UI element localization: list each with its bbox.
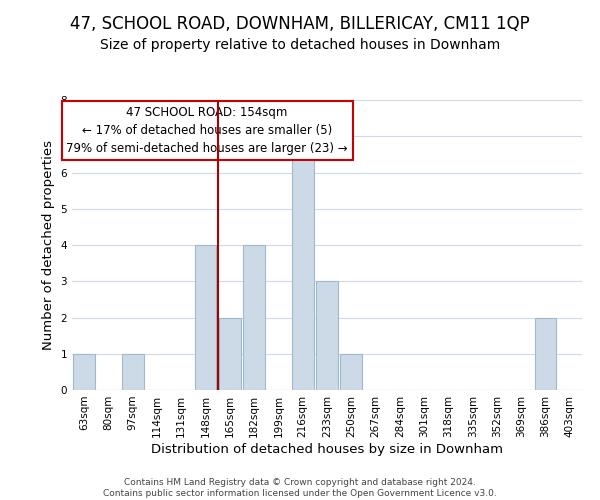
- Bar: [340, 354, 362, 390]
- X-axis label: Distribution of detached houses by size in Downham: Distribution of detached houses by size …: [151, 442, 503, 456]
- Text: 47 SCHOOL ROAD: 154sqm
← 17% of detached houses are smaller (5)
79% of semi-deta: 47 SCHOOL ROAD: 154sqm ← 17% of detached…: [67, 106, 348, 155]
- Text: 47, SCHOOL ROAD, DOWNHAM, BILLERICAY, CM11 1QP: 47, SCHOOL ROAD, DOWNHAM, BILLERICAY, CM…: [70, 15, 530, 33]
- Text: Contains HM Land Registry data © Crown copyright and database right 2024.
Contai: Contains HM Land Registry data © Crown c…: [103, 478, 497, 498]
- Bar: [292, 136, 314, 390]
- Text: Size of property relative to detached houses in Downham: Size of property relative to detached ho…: [100, 38, 500, 52]
- Bar: [73, 354, 95, 390]
- Bar: [243, 245, 265, 390]
- Bar: [219, 318, 241, 390]
- Bar: [535, 318, 556, 390]
- Bar: [316, 281, 338, 390]
- Bar: [194, 245, 217, 390]
- Y-axis label: Number of detached properties: Number of detached properties: [42, 140, 55, 350]
- Bar: [122, 354, 143, 390]
